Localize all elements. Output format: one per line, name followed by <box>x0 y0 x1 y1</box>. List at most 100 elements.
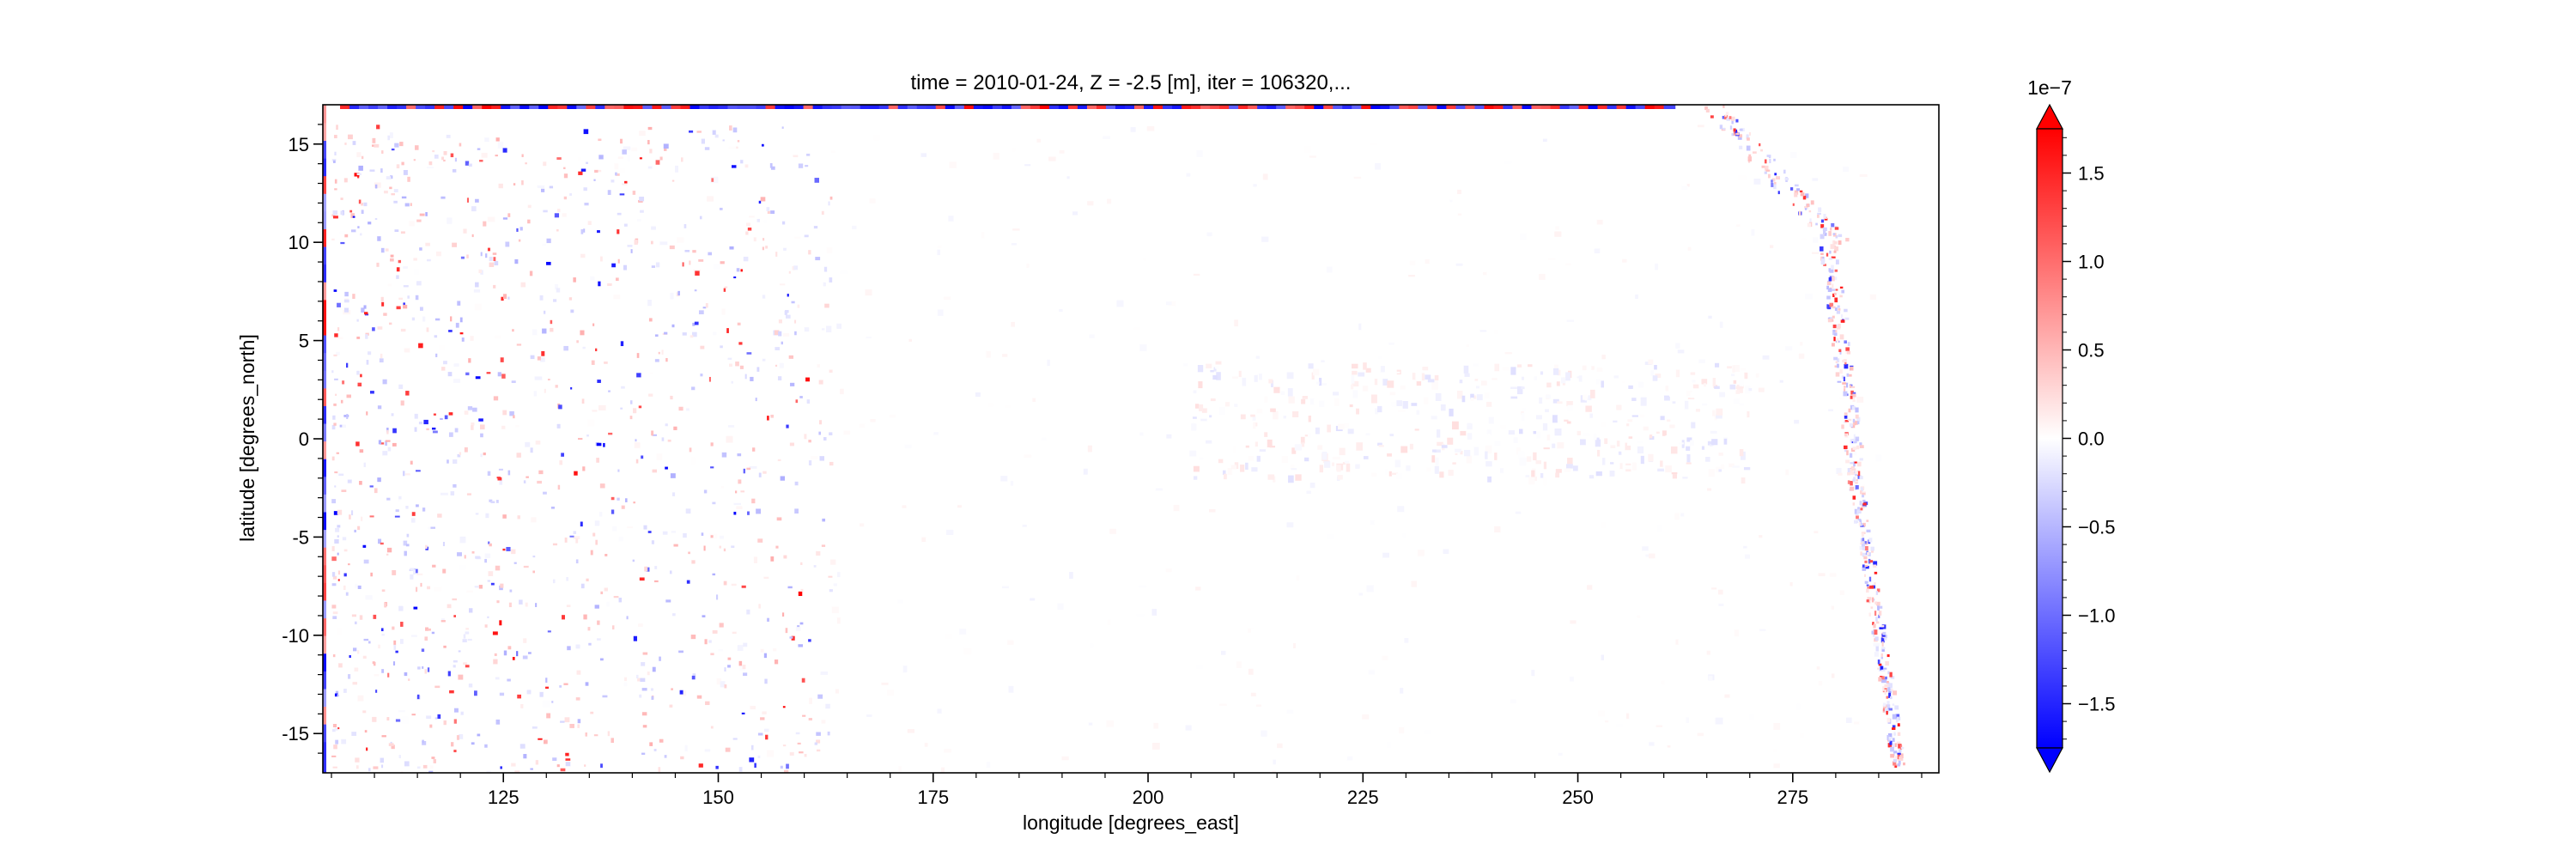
boundary-strip-cell <box>935 105 951 109</box>
anomaly-speck <box>690 457 696 465</box>
anomaly-speck <box>765 246 769 249</box>
anomaly-speck <box>453 719 457 724</box>
anomaly-speck <box>792 265 795 270</box>
anomaly-speck <box>738 767 743 772</box>
anomaly-speck <box>1708 469 1716 477</box>
anomaly-speck <box>495 565 501 571</box>
anomaly-speck <box>489 256 493 261</box>
anomaly-speck <box>1375 408 1378 415</box>
anomaly-speck <box>694 321 699 325</box>
anomaly-speck <box>1820 224 1825 228</box>
anomaly-speck <box>1722 127 1726 131</box>
anomaly-speck <box>1201 408 1207 413</box>
anomaly-speck <box>1286 522 1294 528</box>
anomaly-speck <box>1324 461 1331 468</box>
anomaly-speck <box>1300 436 1305 444</box>
anomaly-speck <box>1234 404 1238 407</box>
anomaly-speck <box>1690 392 1697 398</box>
anomaly-speck <box>401 161 404 166</box>
anomaly-speck <box>1669 424 1675 428</box>
anomaly-speck <box>945 634 952 640</box>
anomaly-speck <box>1394 459 1401 468</box>
anomaly-speck <box>458 650 461 653</box>
anomaly-speck <box>516 453 521 458</box>
anomaly-speck <box>1773 158 1776 161</box>
anomaly-speck <box>1109 528 1116 534</box>
anomaly-speck <box>617 229 620 234</box>
anomaly-speck <box>393 200 398 204</box>
anomaly-speck <box>1002 354 1008 357</box>
anomaly-speck <box>621 386 625 389</box>
anomaly-speck <box>1420 462 1425 467</box>
anomaly-speck <box>527 204 532 209</box>
anomaly-speck <box>712 130 716 135</box>
anomaly-speck <box>474 690 477 696</box>
anomaly-speck <box>781 126 784 129</box>
anomaly-speck <box>1746 134 1749 139</box>
anomaly-speck <box>417 666 421 670</box>
anomaly-speck <box>1807 222 1812 228</box>
anomaly-speck <box>1311 372 1315 380</box>
anomaly-speck <box>712 629 718 634</box>
anomaly-speck <box>364 730 368 733</box>
anomaly-speck <box>1860 525 1864 527</box>
anomaly-speck <box>1682 477 1688 479</box>
anomaly-speck <box>602 695 608 698</box>
anomaly-speck <box>1408 134 1416 138</box>
anomaly-speck <box>1773 184 1777 190</box>
anomaly-speck <box>452 168 457 173</box>
anomaly-speck <box>608 432 613 435</box>
anomaly-speck <box>337 579 340 581</box>
anomaly-speck <box>654 359 659 362</box>
anomaly-speck <box>1838 234 1843 238</box>
anomaly-speck <box>775 252 778 257</box>
anomaly-speck <box>429 765 434 769</box>
anomaly-speck <box>1439 471 1444 478</box>
anomaly-speck <box>1388 342 1394 345</box>
anomaly-speck <box>1389 434 1394 437</box>
anomaly-speck <box>1874 611 1877 617</box>
anomaly-speck <box>465 372 470 376</box>
anomaly-speck <box>639 157 642 160</box>
anomaly-speck <box>1832 283 1834 289</box>
anomaly-speck <box>1485 451 1488 459</box>
anomaly-speck <box>552 543 558 546</box>
boundary-strip-cell <box>822 105 837 109</box>
anomaly-speck <box>1868 538 1873 543</box>
anomaly-speck <box>374 488 378 494</box>
anomaly-speck <box>362 544 367 548</box>
anomaly-speck <box>1789 581 1793 586</box>
anomaly-speck <box>1565 464 1573 469</box>
anomaly-speck <box>354 173 360 177</box>
anomaly-speck <box>631 147 638 152</box>
anomaly-speck <box>1242 377 1247 386</box>
anomaly-speck <box>1687 246 1692 252</box>
anomaly-speck <box>357 585 361 589</box>
anomaly-speck <box>1269 445 1275 448</box>
anomaly-speck <box>1566 400 1573 407</box>
anomaly-speck <box>680 690 687 696</box>
anomaly-speck <box>336 125 338 131</box>
anomaly-speck <box>758 200 762 204</box>
anomaly-speck <box>710 466 714 469</box>
anomaly-speck <box>453 750 457 753</box>
boundary-strip-cell <box>784 105 797 109</box>
anomaly-speck <box>641 688 647 691</box>
boundary-strip-cell <box>1077 105 1093 109</box>
anomaly-speck <box>816 732 821 736</box>
anomaly-speck <box>547 378 550 381</box>
anomaly-speck <box>1827 319 1832 323</box>
anomaly-speck <box>1296 574 1300 581</box>
anomaly-speck <box>696 131 702 133</box>
anomaly-speck <box>528 652 532 654</box>
boundary-strip-cell <box>1200 105 1213 109</box>
anomaly-speck <box>840 270 848 274</box>
anomaly-speck <box>1792 203 1795 206</box>
anomaly-speck <box>530 447 533 453</box>
anomaly-speck <box>1594 248 1601 253</box>
anomaly-speck <box>492 631 498 635</box>
anomaly-speck <box>1765 169 1771 172</box>
anomaly-speck <box>1838 240 1842 246</box>
anomaly-speck <box>1759 629 1766 631</box>
anomaly-speck <box>1715 362 1720 368</box>
